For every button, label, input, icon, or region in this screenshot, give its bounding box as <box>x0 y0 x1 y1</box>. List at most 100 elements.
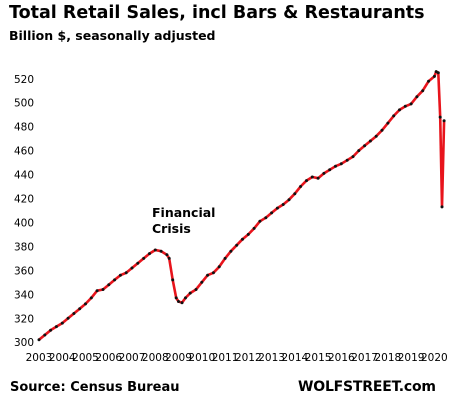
data-point <box>246 232 250 236</box>
x-tick-label: 2008 <box>142 352 169 364</box>
data-point <box>264 216 268 220</box>
y-tick-label: 520 <box>14 74 34 86</box>
data-point <box>252 226 256 230</box>
y-tick-label: 360 <box>14 265 34 277</box>
x-tick-label: 2006 <box>95 352 122 364</box>
data-point <box>442 119 446 123</box>
x-tick-label: 2016 <box>328 352 355 364</box>
y-tick-label: 380 <box>14 241 34 253</box>
data-point <box>113 278 117 282</box>
data-point <box>427 79 431 83</box>
x-tick-label: 2019 <box>398 352 425 364</box>
y-tick-label: 480 <box>14 122 34 134</box>
y-tick-label: 500 <box>14 98 34 110</box>
x-tick-label: 2013 <box>258 352 285 364</box>
data-point <box>380 128 384 132</box>
data-point <box>78 307 82 311</box>
data-point <box>241 237 244 241</box>
data-point <box>287 198 291 202</box>
data-point <box>206 273 210 277</box>
y-tick-label: 400 <box>14 217 34 229</box>
data-point <box>165 253 169 257</box>
data-point <box>184 296 187 300</box>
x-tick-label: 2020 <box>421 352 448 364</box>
data-point <box>217 265 221 269</box>
y-tick-label: 320 <box>14 313 34 325</box>
x-tick-label: 2012 <box>235 352 262 364</box>
data-point <box>368 139 372 143</box>
data-point <box>118 273 122 277</box>
x-tick-label: 2015 <box>305 352 332 364</box>
data-point <box>54 325 58 329</box>
data-point <box>84 302 87 306</box>
data-point <box>101 288 105 291</box>
data-point <box>235 243 239 247</box>
data-point <box>299 185 303 188</box>
data-point <box>188 291 192 295</box>
data-point <box>305 179 308 183</box>
data-point <box>49 328 53 332</box>
data-point <box>275 206 279 210</box>
data-point <box>159 249 163 253</box>
data-point <box>281 203 285 206</box>
data-point <box>60 321 64 325</box>
data-point <box>436 71 440 75</box>
series-line <box>38 70 446 341</box>
data-point <box>89 296 93 300</box>
data-point <box>66 316 70 320</box>
data-point <box>415 95 419 99</box>
y-axis-ticks: 300 320 340 360 380 400 420 440 460 480 500 520 <box>14 74 34 349</box>
data-point <box>258 219 262 223</box>
data-point <box>130 266 134 270</box>
data-point <box>421 89 425 93</box>
data-point <box>153 248 157 252</box>
annotation-line-1: Financial <box>152 205 215 220</box>
data-point <box>334 164 337 168</box>
data-point <box>211 271 215 275</box>
data-point <box>200 280 204 284</box>
data-point <box>438 115 442 119</box>
data-point <box>357 149 361 153</box>
data-point <box>142 256 146 260</box>
data-point <box>293 192 297 196</box>
x-tick-label: 2010 <box>188 352 215 364</box>
x-tick-label: 2005 <box>72 352 99 364</box>
data-point <box>432 74 436 78</box>
data-point <box>72 312 76 315</box>
data-point <box>440 205 444 209</box>
annotation-line-2: Crisis <box>152 221 191 236</box>
data-point <box>223 256 227 260</box>
data-point <box>177 300 180 303</box>
x-tick-label: 2004 <box>49 352 76 364</box>
data-point <box>148 252 151 256</box>
brand-logo-text: WOLFSTREET.com <box>298 379 436 395</box>
source-note: Source: Census Bureau <box>10 380 180 395</box>
data-point <box>316 176 320 180</box>
data-point <box>229 249 233 253</box>
data-point <box>386 121 390 125</box>
data-point <box>351 155 355 159</box>
data-point <box>124 271 128 275</box>
y-tick-label: 460 <box>14 146 34 158</box>
x-tick-label: 2018 <box>374 352 401 364</box>
data-point <box>107 283 111 287</box>
data-point <box>171 278 175 282</box>
y-tick-label: 420 <box>14 194 34 206</box>
data-point <box>403 104 407 108</box>
data-point <box>409 102 413 106</box>
data-point <box>180 301 184 305</box>
x-tick-label: 2009 <box>165 352 192 364</box>
data-point <box>322 171 326 175</box>
data-point <box>363 144 367 148</box>
data-point <box>43 333 47 337</box>
x-tick-label: 2011 <box>212 352 239 364</box>
x-tick-label: 2003 <box>26 352 53 364</box>
data-point <box>194 288 198 291</box>
y-tick-label: 340 <box>14 289 34 301</box>
data-point <box>95 289 99 293</box>
data-point <box>167 256 171 260</box>
data-point <box>310 175 314 179</box>
chart-title: Total Retail Sales, incl Bars & Restaura… <box>9 3 425 23</box>
data-point <box>392 114 396 118</box>
